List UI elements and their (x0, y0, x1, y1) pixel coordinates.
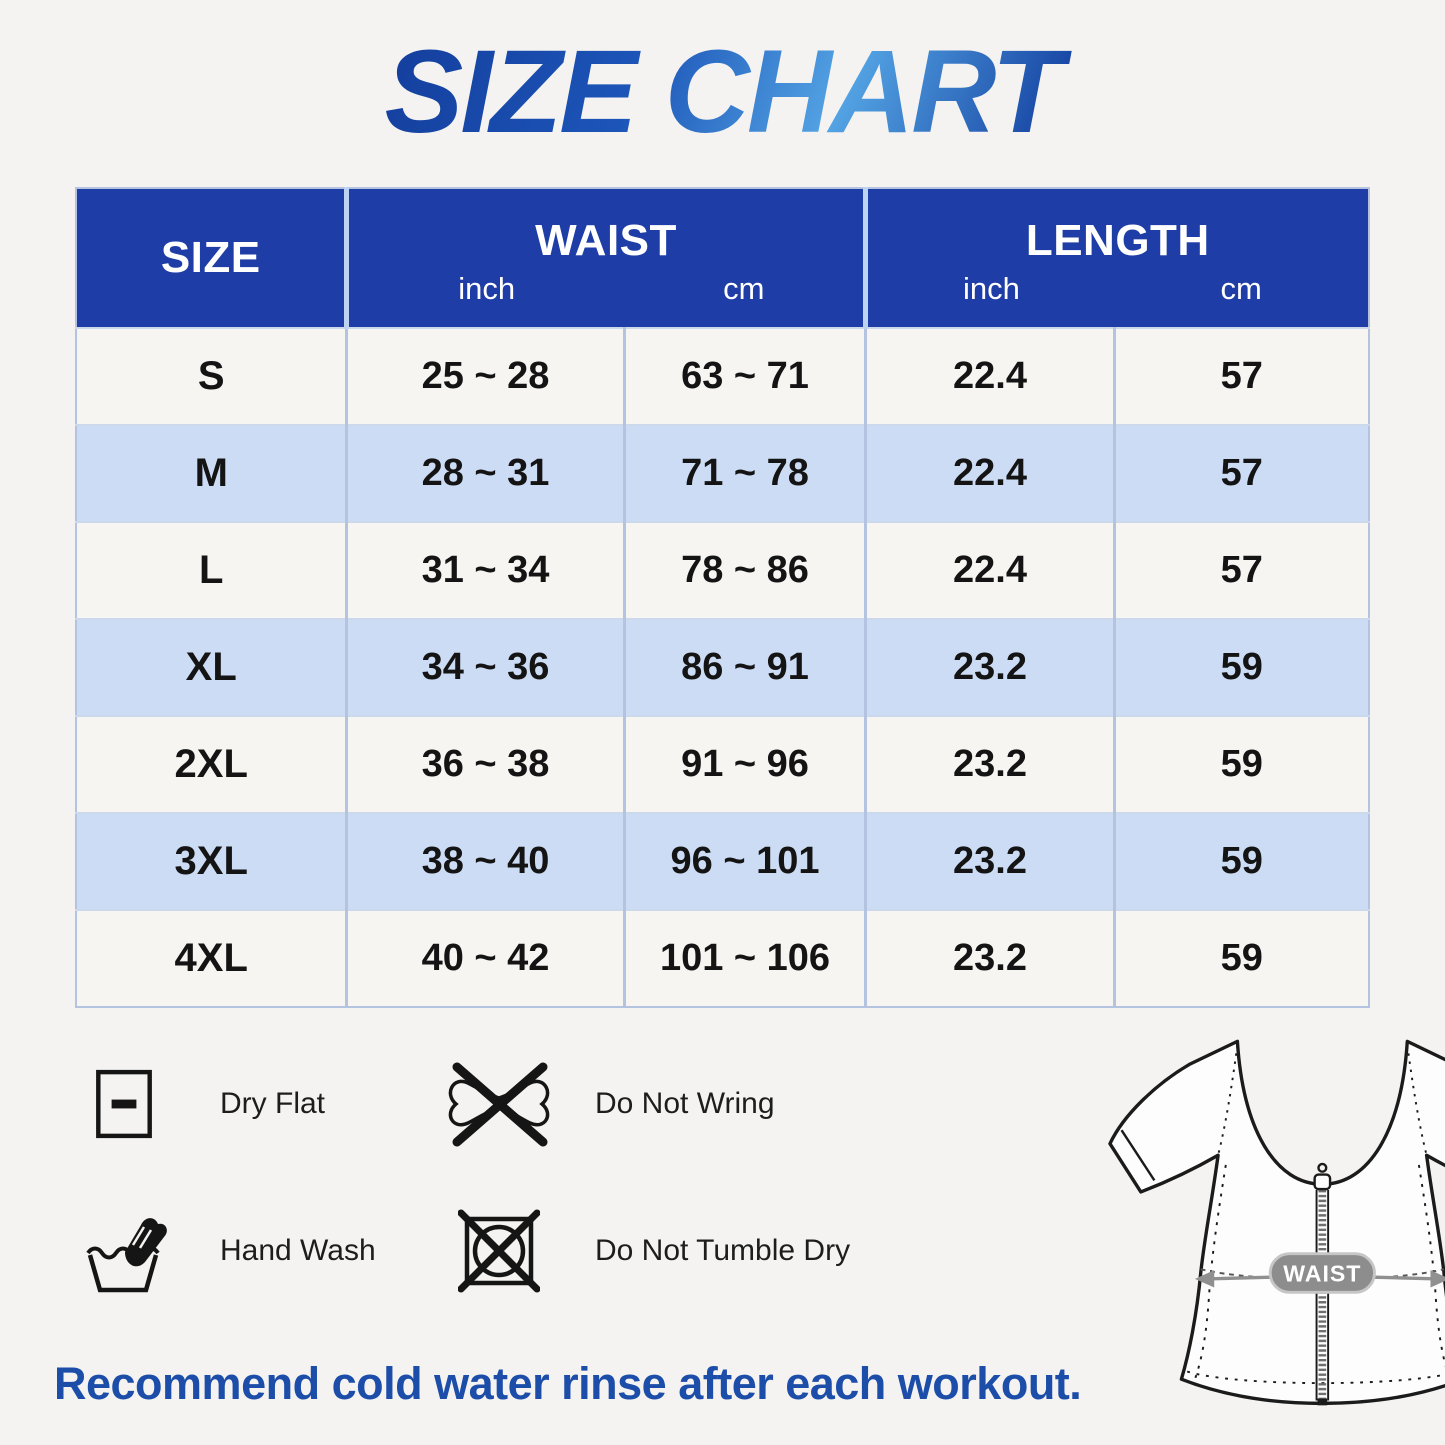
care-item-dry-flat: Dry Flat (58, 1058, 433, 1150)
cell-waist-inch: 40 ~ 42 (344, 910, 625, 1008)
care-item-do-not-wring: Do Not Wring (433, 1058, 1081, 1150)
do-not-tumble-dry-icon (433, 1208, 565, 1294)
cell-length-cm: 59 (1112, 619, 1369, 717)
lower-section: Dry Flat Do Not Wring (0, 1008, 1445, 1445)
length-unit-cm: cm (1220, 271, 1262, 307)
size-table: SIZE WAIST inch cm LENGTH inch cm (75, 187, 1370, 1009)
cell-waist-inch: 31 ~ 34 (344, 522, 625, 620)
do-not-wring-icon (433, 1058, 565, 1150)
cell-waist-cm: 91 ~ 96 (622, 716, 866, 814)
header-waist-units: inch cm (349, 267, 863, 321)
care-label: Hand Wash (220, 1234, 376, 1268)
cell-length-inch: 23.2 (864, 910, 1115, 1008)
cell-waist-inch: 25 ~ 28 (344, 328, 625, 426)
cell-size: 3XL (174, 839, 248, 884)
cell-length-cm: 57 (1112, 425, 1369, 523)
table-row: 2XL 36 ~ 38 91 ~ 96 23.2 59 (76, 716, 1369, 814)
size-table-header: SIZE WAIST inch cm LENGTH inch cm (76, 188, 1369, 329)
size-table-body: S 25 ~ 28 63 ~ 71 22.4 57 M 28 ~ 31 71 ~… (76, 328, 1369, 1008)
waist-pill (1269, 1252, 1377, 1295)
cell-length-cm: 59 (1112, 716, 1369, 814)
table-row: 3XL 38 ~ 40 96 ~ 101 23.2 59 (76, 813, 1369, 911)
cell-length-inch: 23.2 (864, 813, 1115, 911)
cell-size: 4XL (174, 936, 248, 981)
cell-length-cm: 57 (1112, 522, 1369, 620)
cell-waist-cm: 86 ~ 91 (622, 619, 866, 717)
garment-outline (1108, 1040, 1445, 1406)
cell-length-inch: 22.4 (864, 522, 1115, 620)
cell-waist-cm: 78 ~ 86 (622, 522, 866, 620)
waist-indicator: WAIST (1195, 1252, 1445, 1295)
cell-waist-cm: 96 ~ 101 (622, 813, 866, 911)
waist-unit-inch: inch (458, 271, 516, 307)
header-size: SIZE (76, 188, 347, 329)
hand-wash-icon (58, 1208, 190, 1294)
cell-waist-cm: 71 ~ 78 (622, 425, 866, 523)
cell-length-inch: 22.4 (864, 328, 1115, 426)
cell-size: S (197, 354, 225, 399)
cell-size: XL (185, 645, 237, 690)
zipper (1313, 1163, 1332, 1406)
header-row: SIZE WAIST inch cm LENGTH inch cm (76, 188, 1369, 329)
header-length-label: LENGTH (1025, 216, 1210, 266)
care-item-do-not-tumble-dry: Do Not Tumble Dry (433, 1208, 1081, 1294)
footer-note: Recommend cold water rinse after each wo… (54, 1358, 1082, 1410)
table-row: L 31 ~ 34 78 ~ 86 22.4 57 (76, 522, 1369, 620)
page-title: SIZE CHART (0, 16, 1445, 169)
cell-size: L (199, 548, 224, 593)
care-label: Do Not Tumble Dry (595, 1234, 851, 1268)
cell-length-inch: 23.2 (864, 716, 1115, 814)
table-row: XL 34 ~ 36 86 ~ 91 23.2 59 (76, 619, 1369, 717)
cell-length-cm: 59 (1112, 813, 1369, 911)
cell-waist-inch: 38 ~ 40 (344, 813, 625, 911)
cell-waist-inch: 28 ~ 31 (344, 425, 625, 523)
cell-length-inch: 23.2 (864, 619, 1115, 717)
cell-waist-inch: 34 ~ 36 (344, 619, 625, 717)
table-row: M 28 ~ 31 71 ~ 78 22.4 57 (76, 425, 1369, 523)
cell-size: M (194, 451, 228, 496)
cell-waist-inch: 36 ~ 38 (344, 716, 625, 814)
cell-size: 2XL (174, 742, 248, 787)
table-row: S 25 ~ 28 63 ~ 71 22.4 57 (76, 328, 1369, 426)
cell-length-inch: 22.4 (864, 425, 1115, 523)
dry-flat-icon (58, 1066, 190, 1142)
care-and-note-column: Dry Flat Do Not Wring (30, 1018, 1082, 1410)
cell-waist-cm: 101 ~ 106 (622, 910, 866, 1008)
waist-label: WAIST (1284, 1261, 1362, 1287)
care-label: Do Not Wring (595, 1087, 775, 1121)
table-row: 4XL 40 ~ 42 101 ~ 106 23.2 59 (76, 910, 1369, 1008)
cell-length-cm: 57 (1112, 328, 1369, 426)
header-waist-label: WAIST (535, 216, 677, 266)
cell-length-cm: 59 (1112, 910, 1369, 1008)
garment-diagram: WAIST LENGTH (1081, 1020, 1445, 1445)
care-item-hand-wash: Hand Wash (58, 1208, 433, 1294)
header-length: LENGTH inch cm (862, 188, 1369, 329)
header-length-units: inch cm (868, 267, 1368, 321)
header-waist: WAIST inch cm (343, 188, 866, 329)
cell-waist-cm: 63 ~ 71 (622, 328, 866, 426)
length-unit-inch: inch (962, 271, 1020, 307)
care-instructions: Dry Flat Do Not Wring (30, 1058, 1081, 1294)
care-label: Dry Flat (220, 1087, 325, 1121)
waist-unit-cm: cm (723, 271, 765, 307)
